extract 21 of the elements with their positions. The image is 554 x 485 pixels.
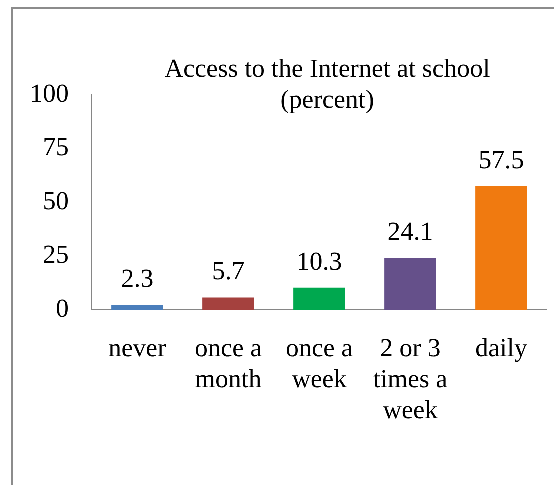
bar [294, 288, 346, 310]
x-tick-label: never [108, 333, 167, 362]
y-tick-label: 25 [43, 240, 69, 270]
x-tick-label: 2 or 3 times a week [373, 333, 448, 424]
y-tick-label: 0 [56, 294, 69, 323]
data-label: 2.3 [121, 264, 154, 294]
data-label: 57.5 [478, 145, 524, 174]
bar [112, 305, 164, 310]
data-label: 24.1 [388, 217, 434, 246]
x-tick-label: once a week [286, 333, 354, 394]
y-tick-label: 50 [43, 186, 69, 216]
bar [384, 258, 436, 310]
data-label: 5.7 [212, 256, 245, 286]
chart-title: Access to the Internet at school (percent) [164, 54, 490, 114]
y-tick-label: 75 [43, 132, 69, 162]
x-tick-label: daily [476, 333, 528, 362]
x-tick-label: once a month [194, 333, 263, 394]
data-label: 10.3 [296, 246, 342, 276]
y-tick-label: 100 [30, 78, 69, 108]
bar [476, 186, 528, 310]
bar [202, 298, 254, 310]
